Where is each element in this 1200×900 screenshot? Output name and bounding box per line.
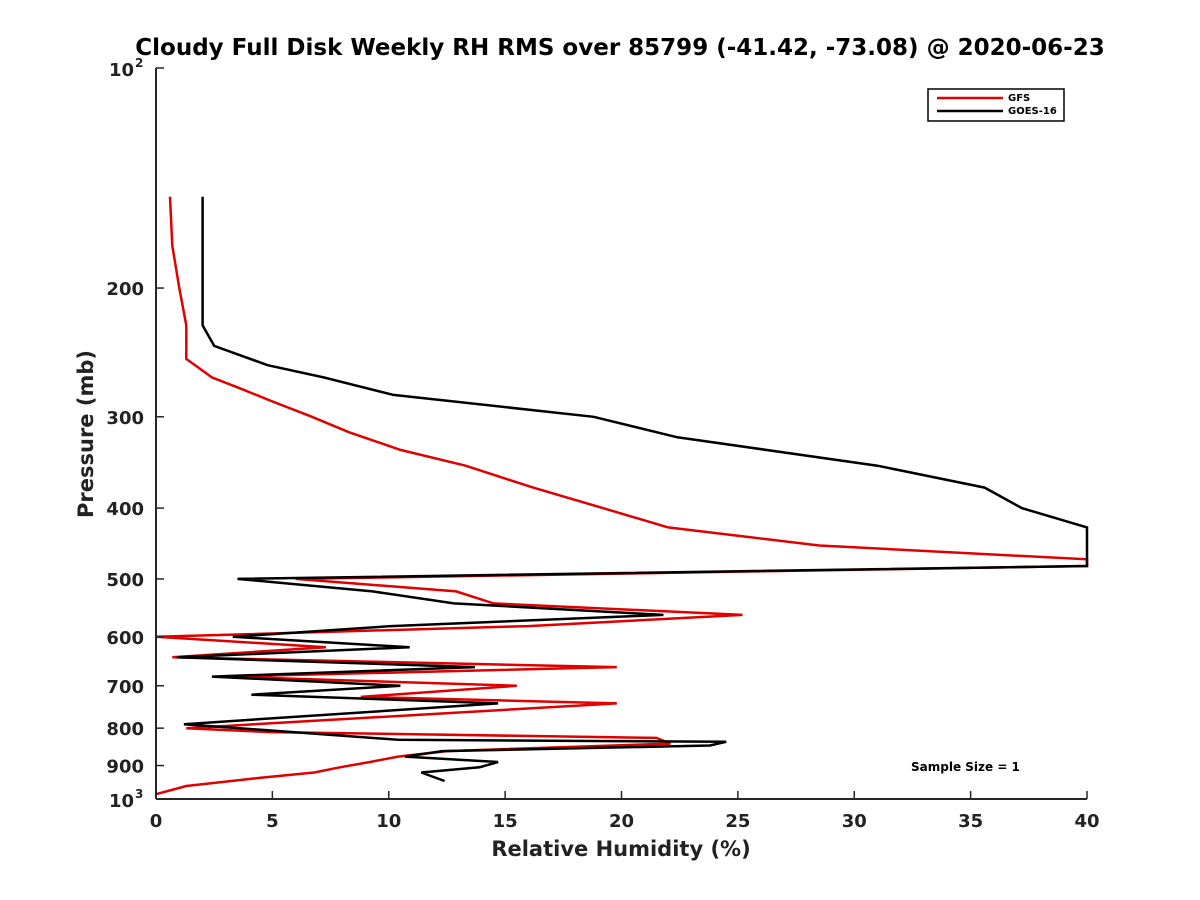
y-tick-label: 300 <box>106 408 144 429</box>
x-tick-label: 20 <box>609 811 634 832</box>
x-tick-label: 0 <box>150 811 163 832</box>
y-tick-label: 900 <box>106 757 144 778</box>
plot-area <box>156 68 1087 799</box>
legend-label-gfs: GFS <box>1008 93 1030 104</box>
y-tick-label: 10 <box>109 60 134 81</box>
x-tick-label: 25 <box>725 811 750 832</box>
y-tick-label: 700 <box>106 677 144 698</box>
y-tick-label-exponent: 3 <box>135 787 143 801</box>
legend-box <box>927 88 1065 122</box>
x-tick-label: 15 <box>493 811 518 832</box>
x-tick-label: 5 <box>266 811 279 832</box>
sample-size-annotation: Sample Size = 1 <box>911 760 1020 774</box>
x-tick-label: 30 <box>842 811 867 832</box>
x-tick-label: 40 <box>1074 811 1099 832</box>
legend-label-goes16: GOES-16 <box>1008 106 1057 117</box>
x-axis-label: Relative Humidity (%) <box>491 837 750 861</box>
y-tick-label-exponent: 2 <box>135 56 143 70</box>
series-line-goes16 <box>176 196 1089 783</box>
y-axis-label: Pressure (mb) <box>74 350 98 518</box>
y-tick-label: 800 <box>106 719 144 740</box>
series-layer <box>155 196 1089 796</box>
y-tick-label: 600 <box>106 628 144 649</box>
x-tick-label: 10 <box>376 811 401 832</box>
y-tick-label: 10 <box>109 791 134 812</box>
y-tick-label: 200 <box>106 279 144 300</box>
x-tick-label: 35 <box>958 811 983 832</box>
y-tick-label: 500 <box>106 570 144 591</box>
y-tick-label: 400 <box>106 499 144 520</box>
chart-title: Cloudy Full Disk Weekly RH RMS over 8579… <box>135 35 1104 61</box>
legend: GFS GOES-16 <box>927 88 1065 122</box>
x-ticks: 0 5 10 15 20 25 30 35 40 <box>150 791 1100 832</box>
